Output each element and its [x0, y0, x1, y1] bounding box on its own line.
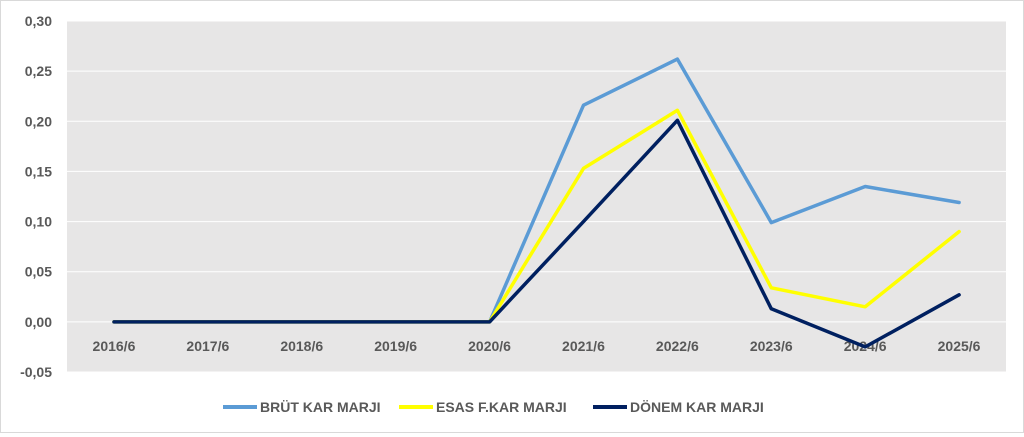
plot-area	[67, 21, 1006, 372]
series-line	[112, 118, 961, 349]
x-tick-label: 2022/6	[656, 338, 699, 354]
legend-label: BRÜT KAR MARJI	[260, 399, 381, 415]
y-tick-label: 0,05	[25, 264, 52, 280]
x-tick-label: 2021/6	[562, 338, 605, 354]
x-tick-label: 2017/6	[186, 338, 229, 354]
y-axis-ticks: -0,05 0,00 0,05 0,10 0,15 0,20 0,25 0,30	[20, 13, 52, 380]
x-tick-label: 2025/6	[938, 338, 981, 354]
series-lines	[112, 57, 961, 349]
y-tick-label: 0,15	[25, 163, 52, 179]
legend: BRÜT KAR MARJI ESAS F.KAR MARJI DÖNEM KAR …	[223, 399, 764, 415]
y-tick-label: 0,00	[25, 314, 52, 330]
legend-label: ESAS F.KAR MARJI	[436, 399, 567, 415]
x-tick-label: 2016/6	[93, 338, 136, 354]
y-tick-label: 0,10	[25, 214, 52, 230]
y-tick-label: 0,30	[25, 13, 52, 29]
x-tick-label: 2023/6	[750, 338, 793, 354]
y-tick-label: 0,25	[25, 63, 52, 79]
legend-label: DÖNEM KAR MARJI	[630, 399, 764, 415]
x-tick-label: 2019/6	[374, 338, 417, 354]
y-tick-label: 0,20	[25, 113, 52, 129]
x-tick-label: 2020/6	[468, 338, 511, 354]
y-tick-label: -0,05	[20, 364, 52, 380]
x-tick-label: 2018/6	[280, 338, 323, 354]
